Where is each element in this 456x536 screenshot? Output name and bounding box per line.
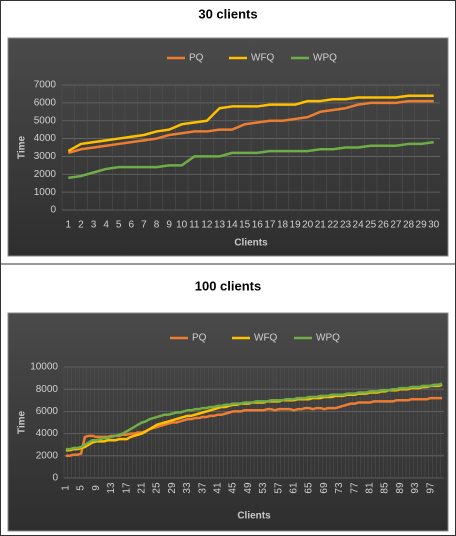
x-tick-label: 24 <box>353 220 365 231</box>
x-tick-label: 10 <box>176 220 188 231</box>
y-tick-label: 2000 <box>36 450 59 461</box>
x-tick-label: 77 <box>349 482 360 494</box>
x-tick-label: 14 <box>227 220 239 231</box>
x-tick-label: 16 <box>252 220 264 231</box>
chart-panel <box>7 312 449 532</box>
x-tick-label: 97 <box>425 482 436 494</box>
chart-title: 30 clients <box>198 6 257 21</box>
y-tick-label: 7000 <box>34 80 57 91</box>
x-tick-label: 7 <box>141 220 147 231</box>
x-tick-label: 9 <box>91 485 102 491</box>
x-tick-label: 29 <box>167 482 178 494</box>
y-tick-label: 3000 <box>34 151 57 162</box>
y-tick-label: 6000 <box>34 97 57 108</box>
legend-label: WPQ <box>313 53 337 64</box>
chart-title: 100 clients <box>195 278 262 293</box>
x-tick-label: 21 <box>315 220 327 231</box>
y-tick-label: 0 <box>50 205 56 216</box>
x-tick-label: 17 <box>264 220 276 231</box>
x-tick-label: 93 <box>410 482 421 494</box>
x-tick-label: 57 <box>273 482 284 494</box>
x-tick-label: 89 <box>395 482 406 494</box>
series-line <box>67 94 434 153</box>
x-tick-label: 21 <box>137 482 148 494</box>
legend-label: PQ <box>189 53 204 64</box>
x-tick-label: 26 <box>378 220 390 231</box>
x-tick-label: 29 <box>416 220 428 231</box>
series-line <box>67 99 434 155</box>
x-tick-label: 73 <box>334 482 345 494</box>
legend-label: WFQ <box>251 53 275 64</box>
x-tick-label: 12 <box>201 220 213 231</box>
x-tick-label: 23 <box>340 220 352 231</box>
x-axis-title: Clients <box>234 238 268 249</box>
x-tick-label: 5 <box>76 485 87 491</box>
x-tick-label: 49 <box>243 482 254 494</box>
chart-panel <box>7 37 449 257</box>
y-tick-label: 6000 <box>36 406 59 417</box>
x-tick-label: 9 <box>166 220 172 231</box>
x-tick-label: 3 <box>91 220 97 231</box>
x-axis-title: Clients <box>237 511 271 522</box>
x-tick-label: 33 <box>182 482 193 494</box>
x-tick-label: 1 <box>66 220 72 231</box>
x-tick-label: 1 <box>61 485 72 491</box>
x-tick-label: 85 <box>380 482 391 494</box>
x-tick-label: 27 <box>390 220 402 231</box>
x-tick-label: 5 <box>116 220 122 231</box>
x-tick-label: 8 <box>154 220 160 231</box>
x-tick-label: 20 <box>302 220 314 231</box>
x-tick-label: 45 <box>228 482 239 494</box>
y-tick-label: 0 <box>52 473 58 484</box>
legend-label: WFQ <box>254 333 278 344</box>
x-tick-label: 19 <box>290 220 302 231</box>
x-tick-label: 11 <box>189 220 200 231</box>
x-tick-label: 13 <box>214 220 226 231</box>
x-tick-label: 6 <box>129 220 135 231</box>
series-line <box>65 396 443 458</box>
series-line <box>65 382 443 451</box>
x-tick-label: 81 <box>365 482 376 494</box>
y-axis-title: Time <box>17 135 28 159</box>
legend-label: PQ <box>192 333 207 344</box>
x-tick-label: 41 <box>213 482 224 494</box>
x-tick-label: 13 <box>106 482 117 494</box>
x-tick-label: 18 <box>277 220 289 231</box>
legend-label: WPQ <box>316 333 340 344</box>
y-tick-label: 4000 <box>34 133 57 144</box>
x-tick-label: 30 <box>428 220 440 231</box>
x-tick-label: 65 <box>304 482 315 494</box>
x-tick-label: 37 <box>197 482 208 494</box>
x-tick-label: 4 <box>103 220 109 231</box>
x-tick-label: 53 <box>258 482 269 494</box>
x-tick-label: 61 <box>289 482 300 494</box>
x-tick-label: 25 <box>365 220 377 231</box>
x-tick-label: 25 <box>152 482 163 494</box>
x-tick-label: 17 <box>121 482 132 494</box>
y-tick-label: 1000 <box>34 187 57 198</box>
y-tick-label: 10000 <box>30 362 58 373</box>
x-tick-label: 2 <box>78 220 84 231</box>
y-tick-label: 8000 <box>36 384 59 395</box>
y-tick-label: 2000 <box>34 169 57 180</box>
x-tick-label: 15 <box>239 220 251 231</box>
y-tick-label: 4000 <box>36 428 59 439</box>
x-tick-label: 28 <box>403 220 415 231</box>
x-tick-label: 22 <box>327 220 339 231</box>
y-axis-title: Time <box>17 410 28 434</box>
y-tick-label: 5000 <box>34 115 57 126</box>
series-line <box>68 140 434 180</box>
x-tick-label: 69 <box>319 482 330 494</box>
